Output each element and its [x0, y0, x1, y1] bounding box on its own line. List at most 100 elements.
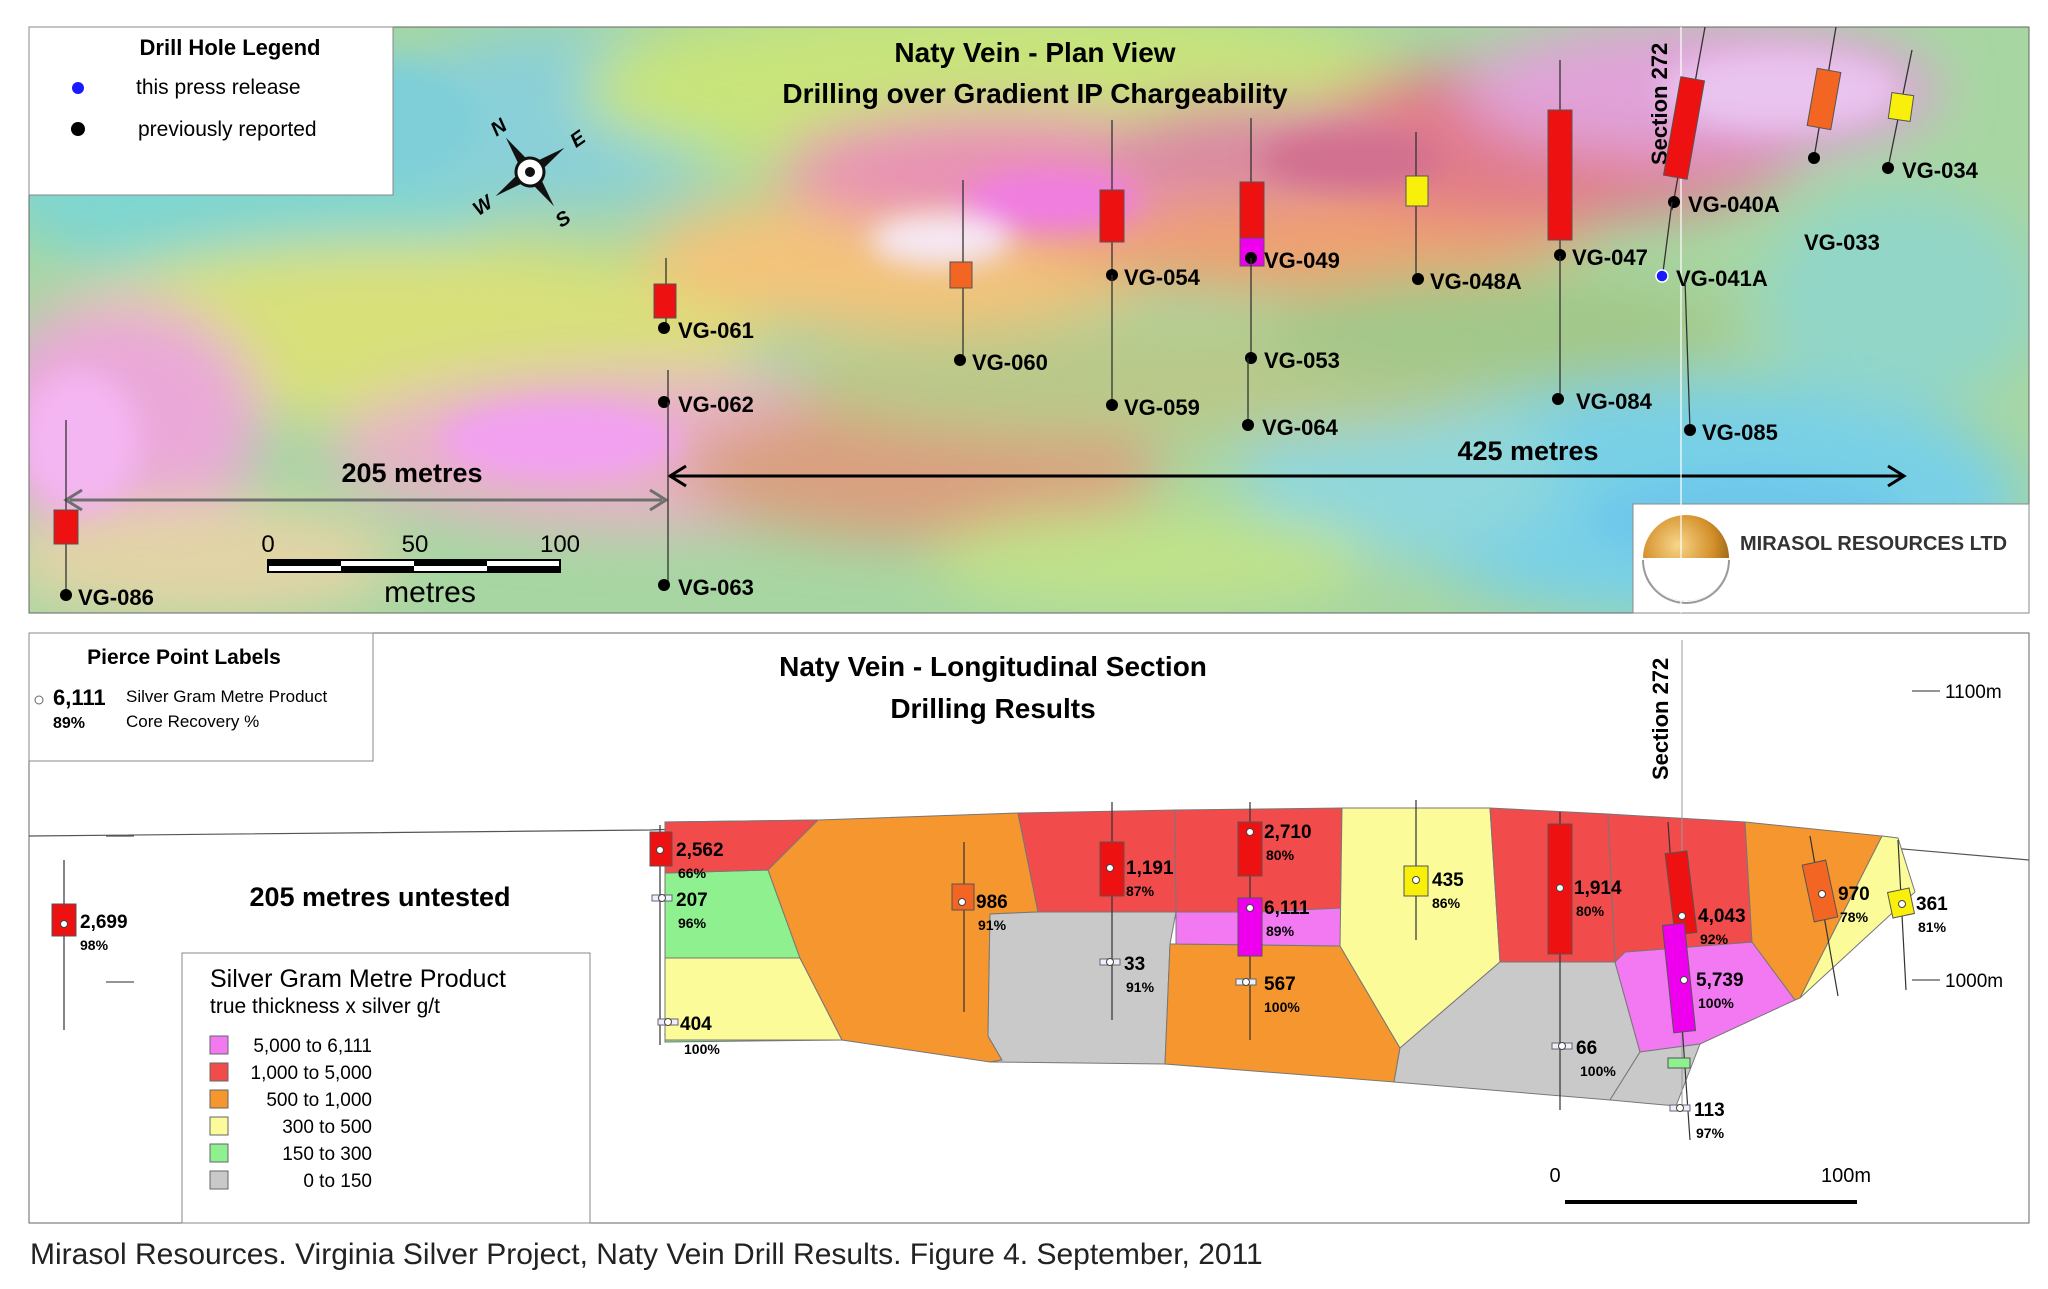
- plan-hole-vg-064[interactable]: VG-064: [1242, 358, 1339, 440]
- intercept-box: [1806, 67, 1842, 131]
- intercept-box: [1099, 841, 1125, 897]
- pierce-dot-icon: [1246, 828, 1254, 836]
- plan-hole-vg-048a[interactable]: VG-048A: [1405, 132, 1522, 294]
- pierce-value: 567: [1264, 974, 1296, 995]
- pierce-dot-icon: [1556, 884, 1564, 892]
- pierce-recovery: 78%: [1840, 909, 1869, 925]
- plan-hole-vg-084[interactable]: VG-084: [1552, 256, 1653, 414]
- pierce-dot-icon: [1412, 876, 1420, 884]
- pierce-value: 404: [680, 1014, 712, 1035]
- gmp-swatch: [209, 1035, 229, 1055]
- plan-hole-label: VG-061: [678, 318, 754, 343]
- plan-hole-vg-086[interactable]: VG-086: [53, 420, 154, 610]
- pierce-dot-icon: [1106, 958, 1114, 966]
- scale-unit: metres: [384, 576, 476, 609]
- logo-text: MIRASOL RESOURCES LTD: [1740, 533, 2007, 555]
- pierce-dot-icon: [60, 920, 68, 928]
- figure-caption: Mirasol Resources. Virginia Silver Proje…: [30, 1238, 1263, 1271]
- pierce-value: 2,699: [80, 912, 128, 933]
- gmp-polygons: [663, 807, 1916, 1107]
- pierce-point-9[interactable]: 567 100%: [1235, 974, 1300, 1015]
- scale-tick-100: 100: [540, 531, 580, 558]
- plan-hole-vg-034[interactable]: VG-034: [1882, 49, 1979, 183]
- plan-hole-vg-085[interactable]: VG-085: [1684, 279, 1778, 445]
- gmp-swatch: [209, 1062, 229, 1082]
- pierce-value: 4,043: [1698, 906, 1746, 927]
- pierce-point-12[interactable]: 66 100%: [1551, 1038, 1616, 1079]
- intercept-box: [949, 261, 973, 289]
- legend-item-previous: previously reported: [138, 118, 317, 141]
- pierce-point-11[interactable]: 1,914 80%: [1547, 812, 1622, 1110]
- plan-hole-label: VG-048A: [1430, 269, 1522, 294]
- plan-hole-vg-060[interactable]: VG-060: [949, 180, 1048, 375]
- plan-scale-bar: 0 50 100 metres: [261, 531, 580, 609]
- pierce-point-5[interactable]: 1,191 87%: [1099, 802, 1174, 1020]
- plan-hole-vg-040a[interactable]: VG-040A: [1662, 26, 1780, 217]
- pierce-recovery: 91%: [1126, 979, 1155, 995]
- pierce-point-1[interactable]: 2,562 66%: [649, 825, 724, 1045]
- gmp-class-4: 150 to 300: [209, 1143, 372, 1165]
- pierce-recovery: 80%: [1576, 903, 1605, 919]
- legend-title: Drill Hole Legend: [140, 35, 321, 60]
- drill-collar-dot-icon: [1554, 249, 1566, 261]
- mirasol-logo: MIRASOL RESOURCES LTD: [1632, 503, 2030, 614]
- plan-hole-vg-063[interactable]: VG-063: [658, 402, 754, 600]
- pierce-value: 1,914: [1574, 878, 1622, 899]
- plan-section-label: Section 272: [1647, 43, 1672, 165]
- section-title-line2: Drilling Results: [890, 693, 1095, 724]
- distance-425-label: 425 metres: [1457, 436, 1598, 466]
- drill-collar-dot-icon: [1684, 424, 1696, 436]
- plan-hole-vg-049[interactable]: VG-049: [1239, 118, 1340, 273]
- plan-hole-label: VG-085: [1702, 420, 1778, 445]
- pierce-point-8[interactable]: 6,111 89%: [1237, 897, 1310, 957]
- gmp-swatch: [209, 1089, 229, 1109]
- gmp-class-label: 1,000 to 5,000: [251, 1063, 373, 1084]
- plan-hole-vg-061[interactable]: VG-061: [653, 258, 754, 343]
- plan-hole-vg-041a[interactable]: VG-041A: [1655, 201, 1768, 291]
- pierce-dot-icon: [1106, 864, 1114, 872]
- scale-tick-0: 0: [261, 531, 274, 558]
- pierce-dot-icon: [664, 1018, 672, 1026]
- intercept-box: [1239, 181, 1265, 239]
- pierce-value: 33: [1124, 954, 1145, 975]
- plan-hole-label: VG-062: [678, 392, 754, 417]
- gmp-legend-title: Silver Gram Metre Product: [210, 965, 506, 993]
- plan-hole-vg-033[interactable]: VG-033: [1804, 26, 1880, 255]
- pierce-dot-icon: [1246, 904, 1254, 912]
- pierce-point-3[interactable]: 404 100%: [657, 1014, 720, 1057]
- pierce-recovery: 86%: [1432, 895, 1461, 911]
- pierce-recovery: 81%: [1918, 919, 1947, 935]
- plan-hole-vg-059[interactable]: VG-059: [1106, 275, 1200, 420]
- plan-hole-vg-047[interactable]: VG-047: [1547, 60, 1648, 270]
- pierce-legend-pct-desc: Core Recovery %: [126, 712, 259, 731]
- pierce-legend-title: Pierce Point Labels: [87, 646, 281, 669]
- pierce-point-14[interactable]: 5,739 100%: [1661, 922, 1744, 1034]
- drill-collar-dot-icon: [954, 354, 966, 366]
- gmp-class-1: 1,000 to 5,000: [209, 1062, 373, 1084]
- pierce-point-0[interactable]: 2,699 98%: [51, 860, 128, 1030]
- plan-hole-label: VG-086: [78, 585, 154, 610]
- scale-tick-50: 50: [402, 531, 429, 558]
- pierce-value: 1,191: [1126, 858, 1174, 879]
- plan-view-map: Naty Vein - Plan View Drilling over Grad…: [28, 26, 2030, 614]
- drill-collar-dot-icon: [1655, 269, 1669, 283]
- drill-collar-dot-icon: [658, 579, 670, 591]
- plan-hole-vg-054[interactable]: VG-054: [1099, 120, 1201, 290]
- elev-1000: 1000m: [1945, 971, 2003, 992]
- plan-hole-vg-053[interactable]: VG-053: [1245, 258, 1340, 373]
- plan-hole-vg-062[interactable]: VG-062: [658, 370, 754, 417]
- plan-hole-label: VG-084: [1576, 389, 1653, 414]
- pierce-dot-icon: [1818, 890, 1826, 898]
- plan-hole-label: VG-054: [1124, 265, 1201, 290]
- legend-item-this-release: this press release: [136, 76, 301, 99]
- pierce-dot-icon: [658, 894, 666, 902]
